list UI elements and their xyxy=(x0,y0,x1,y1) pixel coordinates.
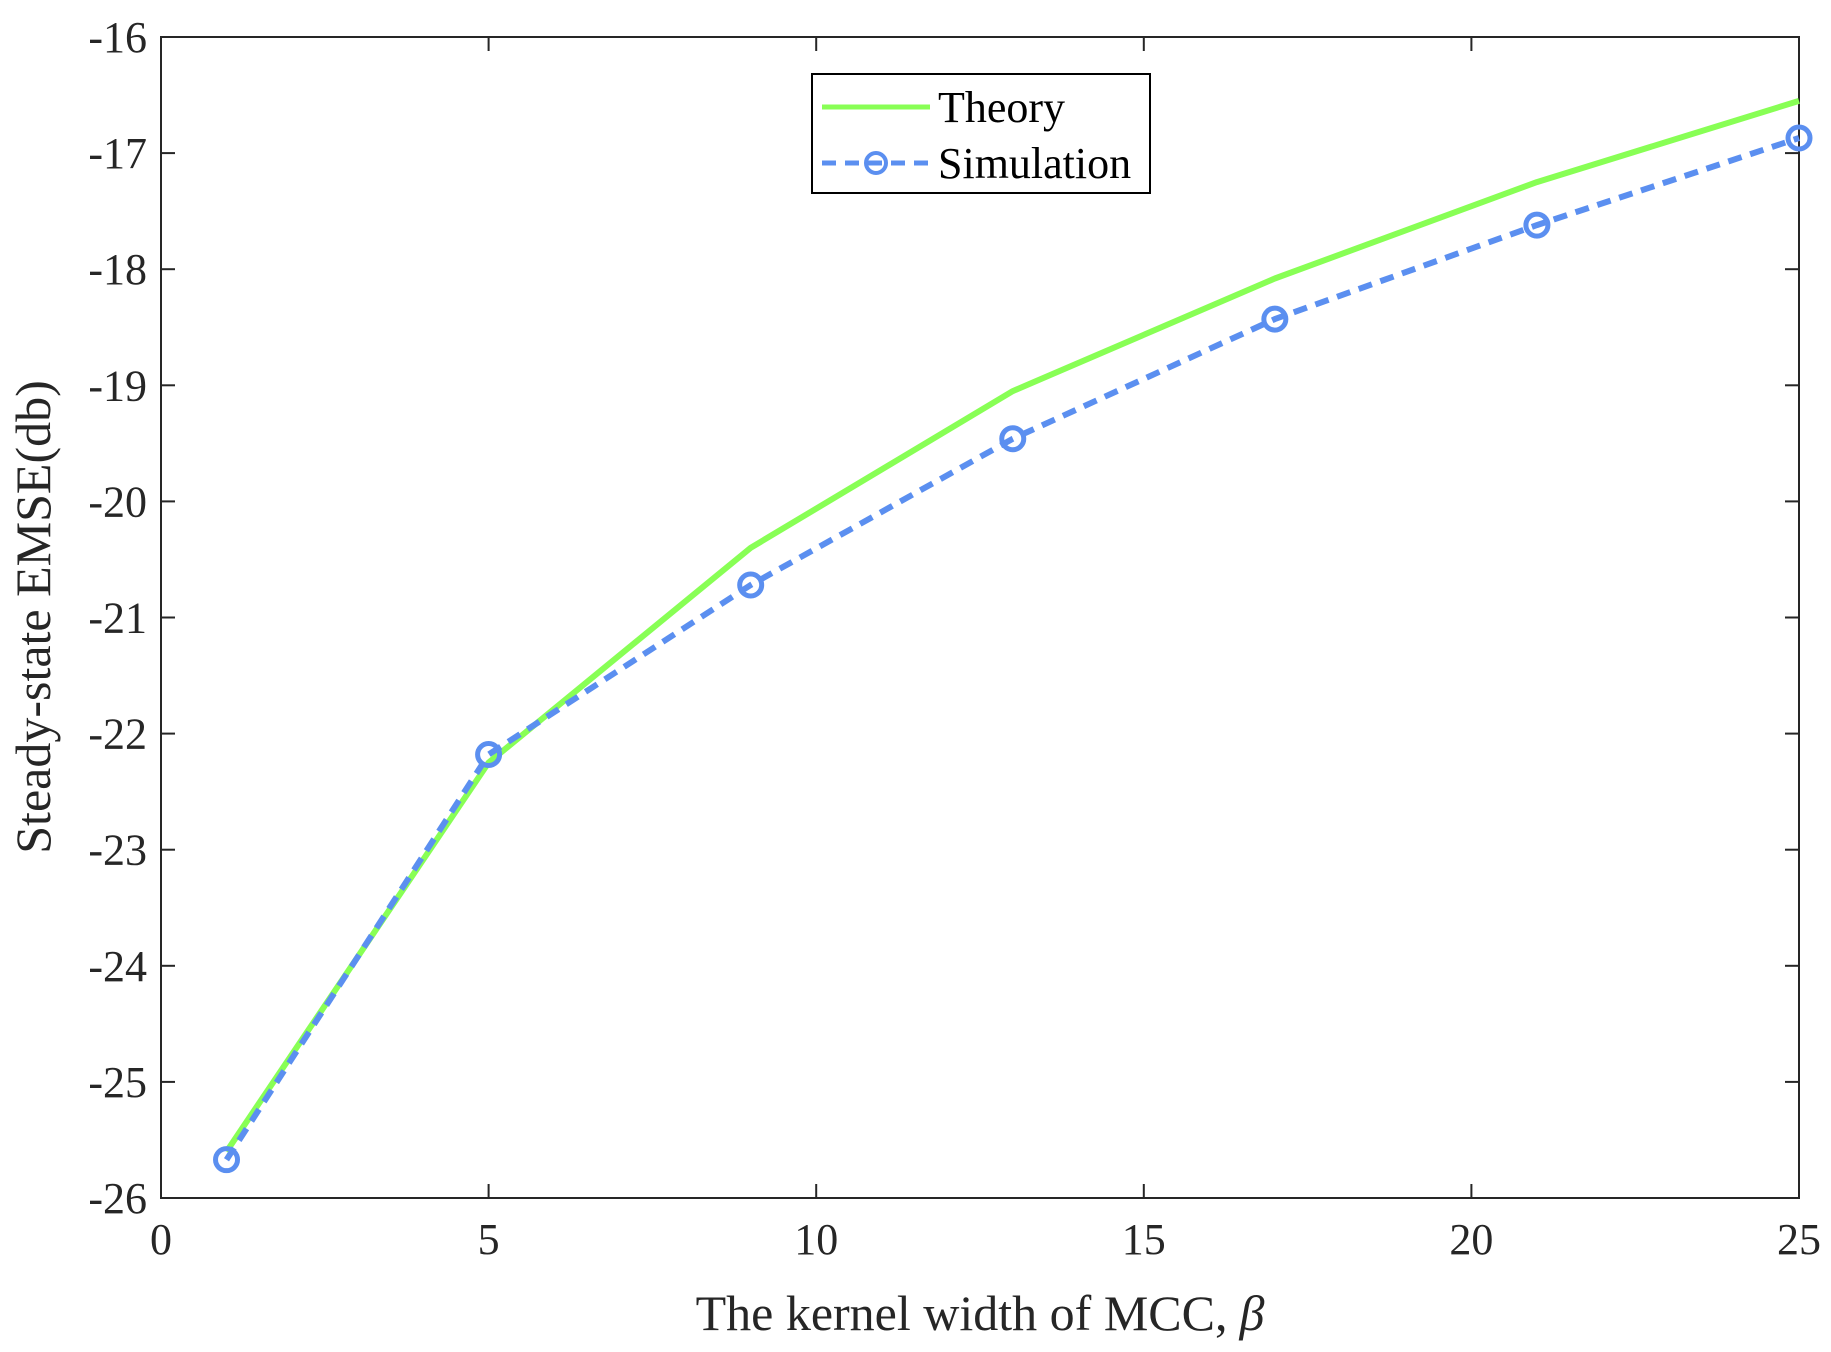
data-point-simulation xyxy=(213,1146,241,1174)
series-line-theory xyxy=(224,98,1800,1154)
data-point-simulation xyxy=(475,740,503,768)
data-point-simulation xyxy=(1523,211,1551,239)
data-point-simulation xyxy=(1261,305,1289,333)
y-tick-label: -26 xyxy=(88,1174,147,1223)
data-point-simulation xyxy=(737,571,765,599)
y-tick-label: -17 xyxy=(88,129,147,178)
y-tick-label: -19 xyxy=(88,361,147,410)
y-axis: -16 -17 -18 -19 -20 -21 -22 -23 -24 -25 -26 xyxy=(88,13,1799,1223)
x-tick-label: 15 xyxy=(1122,1215,1166,1264)
data-point-simulation xyxy=(1785,124,1813,152)
x-tick-label: 5 xyxy=(478,1215,500,1264)
x-axis: 0 5 10 15 20 25 xyxy=(150,37,1821,1264)
y-tick-label: -23 xyxy=(88,826,147,875)
y-tick-label: -22 xyxy=(88,710,147,759)
y-tick-label: -20 xyxy=(88,477,147,526)
x-tick-label: 25 xyxy=(1777,1215,1821,1264)
x-tick-label: 0 xyxy=(150,1215,172,1264)
x-axis-title-text: The kernel width of MCC, xyxy=(696,1285,1228,1341)
y-tick-label: -25 xyxy=(88,1058,147,1107)
series-line-simulation xyxy=(223,135,1800,1162)
legend: Theory Simulation xyxy=(811,73,1151,194)
data-point-simulation xyxy=(999,425,1027,453)
series-layer xyxy=(213,98,1813,1174)
y-tick-label: -18 xyxy=(88,245,147,294)
y-tick-label: -16 xyxy=(88,13,147,62)
legend-label-theory: Theory xyxy=(938,83,1065,132)
x-tick-label: 20 xyxy=(1449,1215,1493,1264)
legend-label-simulation: Simulation xyxy=(938,139,1131,188)
x-tick-label: 10 xyxy=(794,1215,838,1264)
x-axis-title-symbol: β xyxy=(1238,1285,1264,1341)
plot-area xyxy=(160,36,1800,1199)
x-axis-title: The kernel width of MCC, β xyxy=(696,1285,1265,1341)
legend-marker-simulation xyxy=(864,151,888,175)
y-tick-label: -21 xyxy=(88,594,147,643)
legend-box xyxy=(811,73,1151,194)
y-axis-title: Steady-state EMSE(db) xyxy=(5,380,61,854)
y-tick-label: -24 xyxy=(88,942,147,991)
